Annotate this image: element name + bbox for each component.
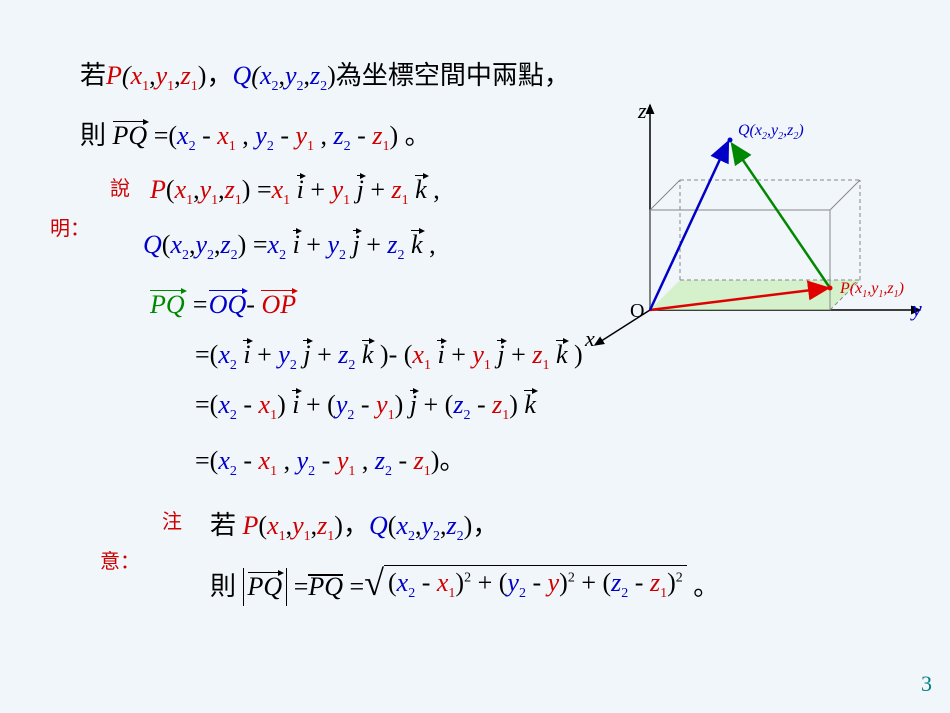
note-label-1: 注: [162, 505, 182, 534]
vec-OP: OP: [261, 290, 296, 320]
sqrt-icon: √: [364, 565, 384, 602]
line-6: =(x2 i + y2 j + z2 k )- (x1 i + y1 j + z…: [195, 340, 583, 374]
label-O: O: [630, 300, 644, 323]
line-4: Q(x2,y2,z2) =x2 i + y2 j + z2 k ,: [143, 230, 436, 264]
abs-vec-PQ: PQ: [248, 572, 283, 602]
vec-PQ-line: [732, 144, 830, 288]
page-number: 3: [921, 671, 932, 697]
vec-PQ: PQ: [113, 121, 148, 151]
label-Q: Q(x2,y2,z2): [738, 122, 804, 142]
diagram-3d: z x y O Q(x2,y2,z2) P(x1,y1,z1): [560, 100, 930, 350]
line-2: 則 PQ =(x2 - x1 , y2 - y1 , z2 - z1) 。: [80, 115, 431, 155]
comma: ，: [206, 61, 232, 90]
label-z: z: [638, 98, 647, 124]
line-5: PQ =OQ- OP: [150, 290, 296, 320]
seg-PQ: PQ: [308, 572, 343, 602]
vec-OQ: OQ: [209, 290, 247, 320]
text-tail: 為坐標空間中兩點，: [336, 61, 570, 90]
line-7: =(x2 - x1) i + (y2 - y1) j + (z2 - z1) k: [195, 390, 536, 424]
line-8: =(x2 - x1 , y2 - y1 , z2 - z1)。: [195, 440, 465, 480]
Q: Q: [232, 61, 251, 90]
line-1: 若P(x1,y1,z1)，Q(x2,y2,z2)為坐標空間中兩點，: [80, 55, 570, 95]
label-x: x: [585, 326, 595, 352]
text: 若: [80, 61, 106, 90]
proof-label-1: 說: [110, 172, 130, 201]
label-y: y: [912, 296, 922, 322]
vec-k: k: [415, 175, 427, 205]
note-label-2: 意：: [100, 545, 140, 574]
line-3: P(x1,y1,z1) =x1 i + y1 j + z1 k ,: [150, 175, 440, 209]
vec-j: j: [357, 175, 364, 205]
vec-i: i: [297, 175, 304, 205]
line-9: 若 P(x1,y1,z1)，Q(x2,y2,z2)，: [210, 505, 498, 545]
label-P: P(x1,y1,z1): [840, 280, 904, 300]
sqrt-body: (x2 - x1)2 + (y2 - y)2 + (z2 - z1)2: [384, 565, 687, 602]
P: P: [106, 61, 122, 90]
line-10: 則 PQ =PQ =√(x2 - x1)2 + (y2 - y)2 + (z2 …: [210, 565, 719, 606]
vec-PQ: PQ: [150, 290, 185, 320]
proof-label-2: 明：: [50, 212, 90, 241]
